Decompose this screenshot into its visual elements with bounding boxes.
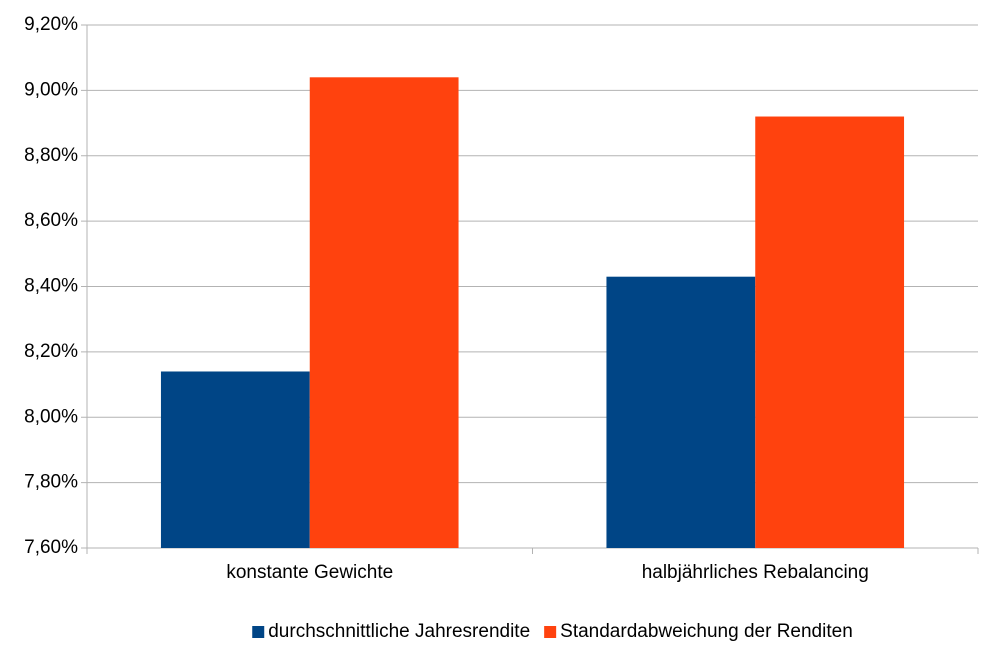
- y-tick-label: 9,00%: [24, 79, 78, 100]
- legend-swatch: [252, 626, 265, 638]
- y-tick-label: 7,60%: [24, 537, 78, 558]
- y-tick-label: 8,40%: [24, 276, 78, 297]
- y-tick-label: 8,80%: [24, 145, 78, 166]
- x-tick-label: halbjährliches Rebalancing: [642, 562, 869, 583]
- y-tick-label: 8,00%: [24, 406, 78, 427]
- bar: [309, 77, 459, 549]
- y-tick-label: 7,80%: [24, 472, 78, 493]
- y-tick-label: 8,60%: [24, 210, 78, 231]
- x-tick-label: konstante Gewichte: [226, 562, 393, 583]
- bar: [606, 276, 756, 548]
- legend-label: Standardabweichung der Renditen: [560, 621, 853, 642]
- bar: [160, 371, 310, 548]
- y-tick-label: 9,20%: [24, 14, 78, 35]
- bar: [755, 116, 905, 549]
- y-tick-label: 8,20%: [24, 341, 78, 362]
- legend-label: durchschnittliche Jahresrendite: [268, 621, 530, 642]
- legend-swatch: [544, 626, 557, 638]
